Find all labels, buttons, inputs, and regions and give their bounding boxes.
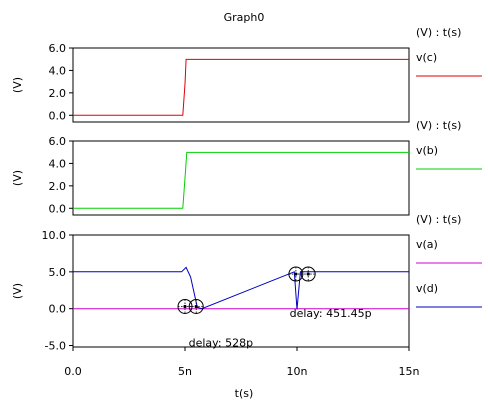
chart-panel-2: 6.0 4.0 2.0 0.0 (V) (V) : t(s) v(b): [11, 119, 482, 216]
plot-frame: [72, 234, 410, 348]
legend-label: v(b): [416, 144, 438, 157]
y-tick-label: -5.0: [45, 340, 66, 353]
delay-annotation: delay: 528p: [189, 337, 253, 350]
x-tick-label: 5n: [178, 365, 192, 378]
plot-frame: [72, 47, 410, 123]
y-tick-label: 0.0: [49, 303, 67, 316]
y-tick-label: 2.0: [49, 87, 67, 100]
cursor-dot: [194, 304, 198, 309]
legend-header: (V) : t(s): [416, 213, 461, 226]
delay-annotation: delay: 451.45p: [290, 307, 372, 320]
legend-label: v(d): [416, 282, 438, 295]
y-tick-label: 0.0: [49, 109, 67, 122]
window-title: Graph0: [224, 11, 265, 24]
cursor-dot: [306, 272, 310, 276]
y-axis-label: (V): [11, 283, 24, 299]
legend-label: v(a): [416, 238, 438, 251]
legend-header: (V) : t(s): [416, 119, 461, 132]
series-line-v(c): [73, 58, 409, 116]
x-tick-label: 0.0: [64, 365, 82, 378]
cursor-dot: [294, 272, 298, 276]
cursor-marker: [288, 266, 304, 282]
y-tick-label: 10.0: [42, 229, 67, 242]
cursor-marker: [177, 298, 193, 314]
y-tick-label: 6.0: [49, 42, 67, 55]
chart-panel-1: 6.0 4.0 2.0 0.0 (V) (V) : t(s) v(c): [11, 26, 482, 123]
cursor-marker: [188, 298, 204, 314]
cursor-marker: [300, 266, 316, 282]
y-tick-label: 2.0: [49, 180, 67, 193]
series-line-v(d): [73, 266, 409, 310]
y-tick-label: 0.0: [49, 202, 67, 215]
x-axis-label: t(s): [235, 387, 254, 400]
legend-label: v(c): [416, 51, 437, 64]
y-tick-label: 4.0: [49, 157, 67, 170]
chart-panel-3: 10.0 5.0 0.0 -5.0 (V) (V) : t(s) v(a) v(d) delay…: [11, 213, 482, 353]
legend-header: (V) : t(s): [416, 26, 461, 39]
x-tick-label: 15n: [399, 365, 420, 378]
y-tick-label: 4.0: [49, 64, 67, 77]
cursor-dot: [183, 304, 187, 309]
series-line-v(b): [73, 151, 409, 209]
y-tick-label: 5.0: [49, 266, 67, 279]
y-tick-label: 6.0: [49, 135, 67, 148]
y-axis-label: (V): [11, 77, 24, 93]
y-axis-label: (V): [11, 170, 24, 186]
shared-x-axis: 0.0 5n 10n 15n: [64, 347, 420, 378]
x-tick-label: 10n: [287, 365, 308, 378]
plot-frame: [72, 140, 410, 216]
